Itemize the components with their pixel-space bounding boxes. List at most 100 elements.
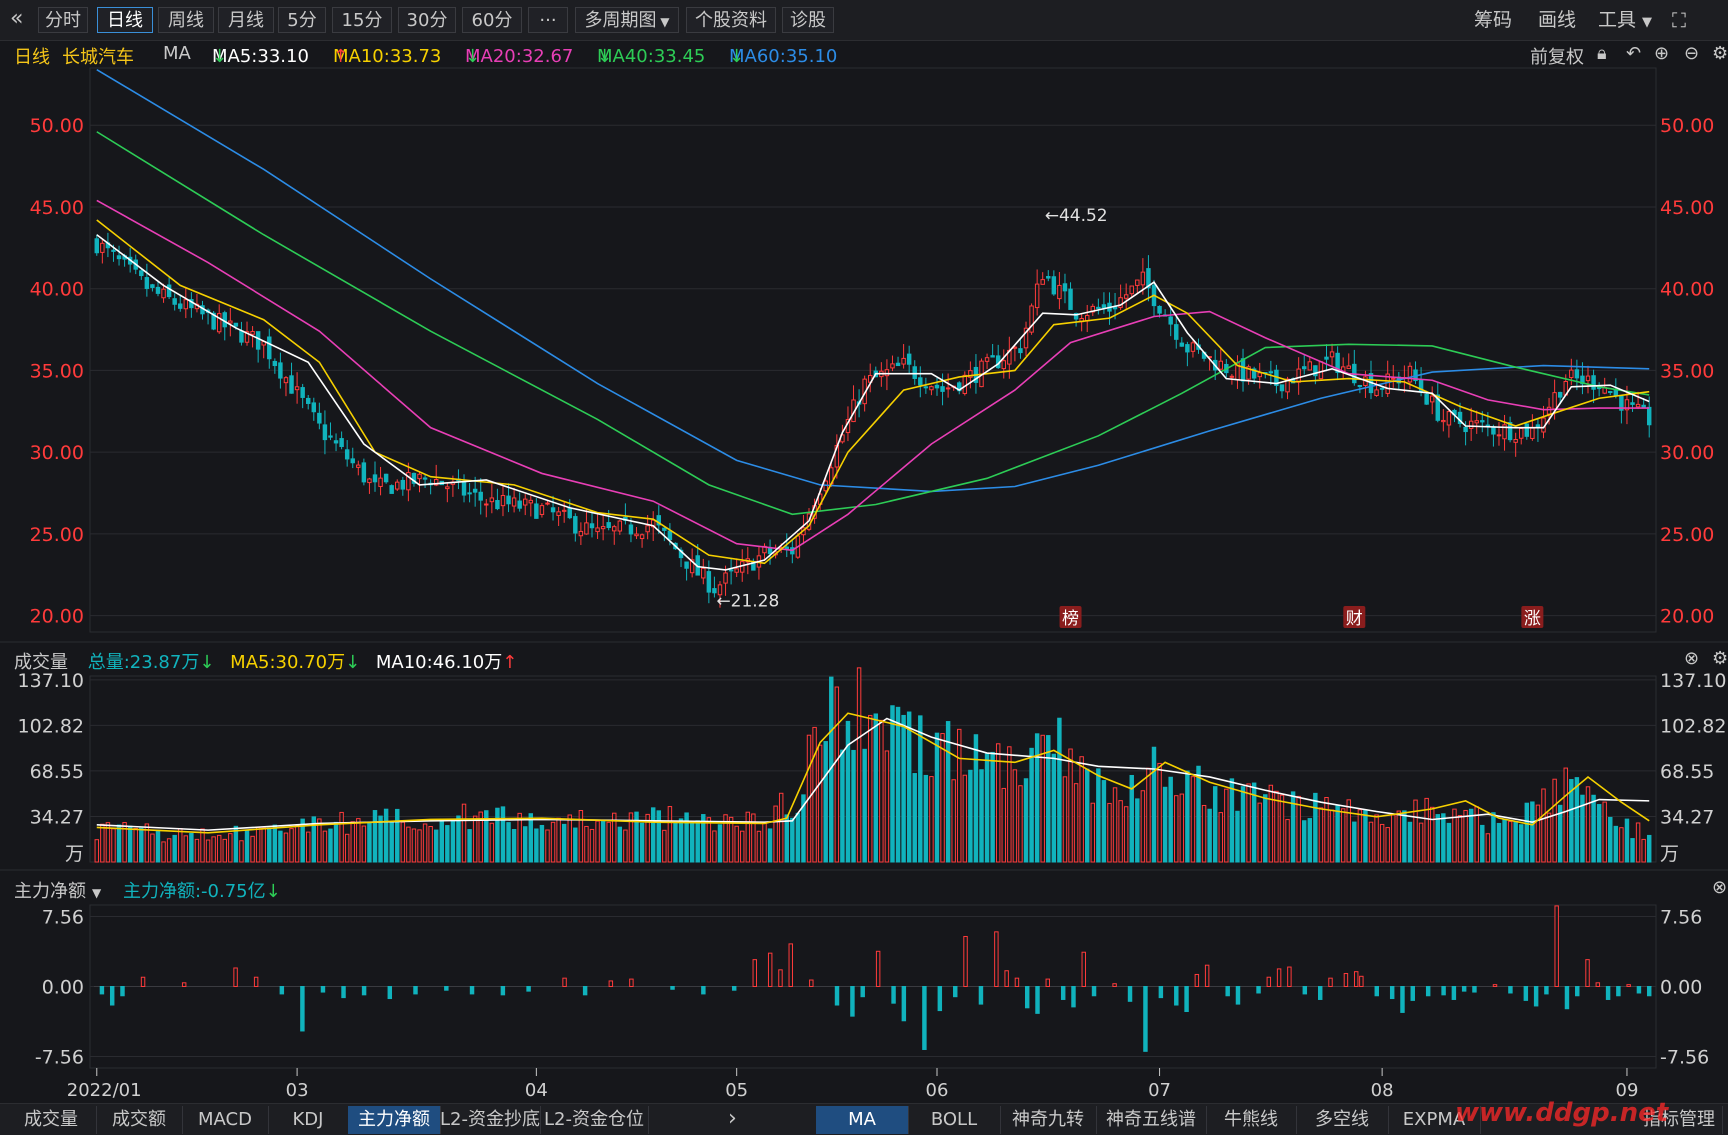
volume-bar (205, 839, 211, 863)
indicator-tab-right-1[interactable]: BOLL (908, 1106, 1001, 1134)
volume-bar (1535, 804, 1541, 863)
indicator-tab-right-4[interactable]: 牛熊线 (1206, 1106, 1297, 1134)
settings-icon[interactable]: ⚙ (1712, 648, 1728, 669)
period-button-1[interactable]: 日线 (97, 7, 153, 33)
indicator-tab-left-2[interactable]: MACD (182, 1106, 269, 1134)
zoom-in-icon[interactable]: ⊕ (1654, 43, 1670, 64)
indicator-tab-right-5[interactable]: 多空线 (1296, 1106, 1389, 1134)
period-button-4[interactable]: 5分 (278, 7, 326, 33)
fullscreen-icon[interactable]: ⛶ (1672, 8, 1686, 32)
volume-bar (400, 821, 406, 863)
lock-icon[interactable]: 🔒︎ (1597, 43, 1607, 64)
period-button-11[interactable]: 诊股 (782, 7, 834, 33)
indicator-tab-right-6[interactable]: EXPMA (1388, 1106, 1481, 1134)
flow-bar (778, 969, 783, 987)
volume-bar (150, 833, 155, 863)
flow-bar (1204, 964, 1210, 987)
volume-bar (1001, 787, 1006, 863)
period-button-8[interactable]: ··· (528, 7, 568, 33)
candle-body (1174, 324, 1179, 340)
candle-body (1240, 358, 1246, 382)
event-marker-box (1521, 606, 1544, 628)
indicator-tab-right-7[interactable]: 指标管理 (1636, 1106, 1723, 1134)
candle-body (890, 363, 895, 369)
volume-bar (1541, 788, 1546, 863)
volume-bar (1079, 756, 1084, 863)
candle-body (322, 424, 328, 441)
candle-body (612, 526, 617, 532)
volume-bar (1396, 810, 1402, 863)
candle-body (1585, 375, 1591, 382)
volume-title[interactable]: 成交量 (14, 652, 68, 673)
indicator-tab-left-3[interactable]: KDJ (268, 1106, 349, 1134)
adjust-mode[interactable]: 前复权 (1530, 47, 1584, 68)
candle-body (1313, 365, 1318, 377)
settings-icon[interactable]: ⚙ (1712, 43, 1728, 64)
indicator-tab-left-1[interactable]: 成交额 (96, 1106, 183, 1134)
volume-bar (172, 834, 177, 863)
volume-bar (1140, 790, 1146, 863)
ma20-line (96, 199, 1650, 552)
tools-button[interactable]: 工具 ▼ (1598, 7, 1652, 33)
period-button-9[interactable]: 多周期图 ▼ (575, 7, 679, 33)
flow-bar (1554, 905, 1559, 988)
volume-bar (901, 714, 906, 863)
chevron-right-icon[interactable]: › (728, 1106, 737, 1131)
candle-body (1574, 369, 1580, 379)
chips-button[interactable]: 筹码 (1474, 9, 1513, 31)
x-tick-label: 03 (286, 1080, 309, 1100)
period-button-2[interactable]: 周线 (158, 7, 214, 33)
volume-bar (1218, 812, 1223, 863)
indicator-tab-right-3[interactable]: 神奇五线谱 (1096, 1106, 1207, 1134)
caret-down-icon: ▼ (1642, 15, 1653, 30)
volume-bar (1168, 776, 1173, 863)
volume-bar (500, 806, 506, 863)
period-button-6[interactable]: 30分 (398, 7, 456, 33)
period-button-10[interactable]: 个股资料 (686, 7, 776, 33)
flow-bar (1605, 986, 1611, 1000)
drawing-button[interactable]: 画线 (1538, 9, 1577, 31)
volume-bar (244, 830, 250, 863)
candle-body (1307, 361, 1313, 371)
flow-title[interactable]: 主力净额 ▼ (14, 881, 102, 902)
close-icon[interactable]: ⊗ (1712, 877, 1728, 898)
indicator-name[interactable]: MA (163, 43, 191, 64)
candle-body (378, 477, 383, 487)
candle-body (556, 511, 561, 516)
volume-bar (945, 721, 951, 863)
indicator-tab-left-6[interactable]: L2-资金仓位 (540, 1106, 649, 1134)
volume-bar (1519, 824, 1524, 863)
volume-bar (278, 830, 283, 863)
stock-chart[interactable]: 50.00 50.00 45.00 45.00 40.00 40.00 35.00 35.00… (0, 0, 1728, 1100)
candle-body (1519, 427, 1524, 439)
indicator-tab-left-0[interactable]: 成交量 (6, 1106, 97, 1134)
candle-body (717, 584, 723, 596)
zoom-out-icon[interactable]: ⊖ (1684, 43, 1700, 64)
candle-body (895, 362, 901, 367)
candle-body (139, 270, 144, 277)
double-chevron-left-icon[interactable]: « (10, 6, 24, 31)
candle-body (1251, 368, 1257, 379)
flow-tick-label-right: 7.56 (1660, 906, 1702, 928)
period-button-5[interactable]: 15分 (332, 7, 392, 33)
candle-body (1335, 352, 1340, 373)
volume-bar (873, 713, 879, 863)
candle-body (445, 486, 450, 490)
candle-body (561, 509, 567, 512)
candle-body (689, 559, 695, 574)
period-button-7[interactable]: 60分 (462, 7, 522, 33)
volume-bar (862, 748, 867, 863)
volume-bar (194, 838, 200, 863)
period-button-0[interactable]: 分时 (38, 7, 88, 33)
event-marker-label: 财 (1346, 609, 1363, 629)
close-icon[interactable]: ⊗ (1684, 648, 1700, 669)
volume-bar (1641, 838, 1646, 863)
indicator-tab-left-4[interactable]: 主力净额 (348, 1106, 441, 1134)
period-button-3[interactable]: 月线 (218, 7, 274, 33)
indicator-tab-right-0[interactable]: MA (816, 1106, 909, 1134)
flow-bar (582, 986, 588, 996)
indicator-tab-right-2[interactable]: 神奇九转 (1000, 1106, 1097, 1134)
candle-body (523, 498, 528, 506)
undo-icon[interactable]: ↶ (1626, 43, 1642, 64)
indicator-tab-left-5[interactable]: L2-资金抄底 (440, 1106, 541, 1134)
